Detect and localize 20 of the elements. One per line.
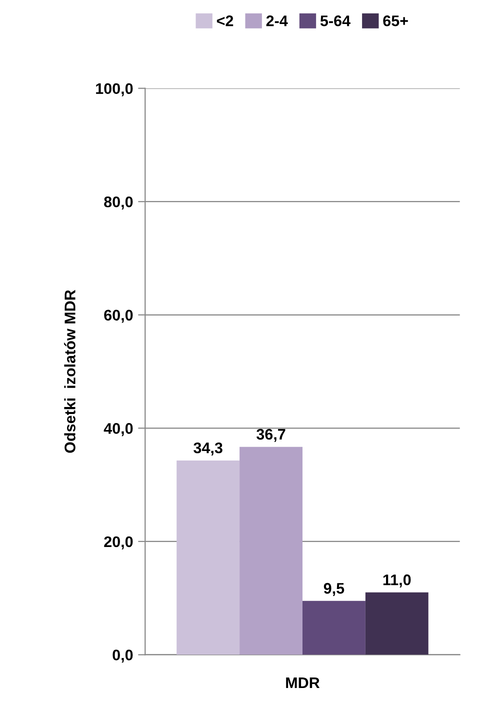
bar (365, 592, 428, 655)
legend-label: 65+ (383, 15, 408, 26)
bar (302, 600, 366, 655)
data-label: 36,7 (256, 428, 286, 442)
legend-label: <2 (216, 15, 234, 26)
y-tick-label: 40,0 (104, 423, 133, 436)
y-tick-label: 20,0 (104, 536, 133, 550)
data-label: 34,3 (194, 442, 222, 456)
data-label: 9,5 (324, 582, 344, 596)
data-label: 11,0 (383, 574, 411, 588)
y-tick-label: 0,0 (112, 650, 133, 663)
legend-label: 5-64 (320, 15, 350, 26)
y-tick-label: 100,0 (96, 83, 133, 96)
y-tick-label: 80,0 (104, 196, 133, 210)
y-axis-title: Odsetki izolatów MDR (64, 290, 76, 453)
y-tick-label: 60,0 (104, 310, 133, 323)
bar (176, 460, 240, 655)
x-tick-label: MDR (286, 678, 320, 688)
legend-label: 2-4 (266, 15, 288, 26)
bar (240, 446, 302, 655)
